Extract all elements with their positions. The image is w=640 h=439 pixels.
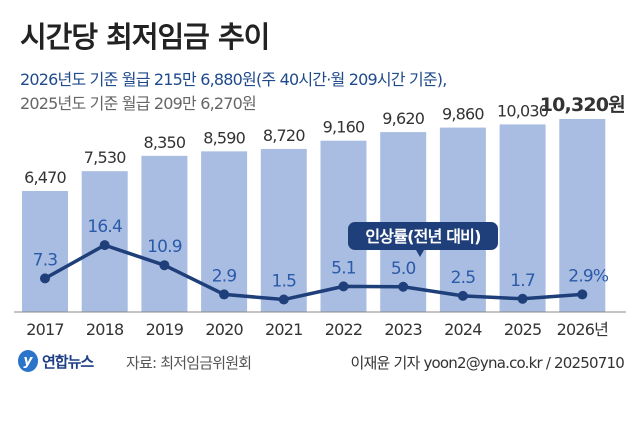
logo-text: 연합뉴스: [42, 352, 94, 371]
bar-value-label: 10,030: [497, 101, 549, 120]
bar-value-label: 9,620: [382, 109, 424, 128]
rate-label: 1.5: [271, 272, 296, 292]
rate-label: 16.4: [87, 217, 122, 237]
rate-point: [338, 281, 349, 292]
bar: [439, 127, 486, 312]
rate-label: 5.1: [331, 258, 356, 278]
bar: [260, 148, 307, 312]
x-tick-label: 2022: [325, 320, 363, 339]
x-tick-label: 2019: [146, 320, 184, 339]
rate-point: [577, 289, 588, 300]
rate-label: 2.5: [451, 268, 476, 288]
bar-value-label: 9,860: [442, 105, 484, 124]
legend-bubble-pointer: [416, 250, 424, 257]
x-tick-label: 2024: [444, 320, 482, 339]
x-tick-label: 2023: [384, 320, 422, 339]
x-tick-label: 2026년: [557, 320, 609, 339]
x-tick-label: 2017: [26, 320, 64, 339]
rate-label: 2.9: [212, 266, 237, 286]
rate-label: 5.0: [391, 259, 416, 279]
rate-point: [398, 281, 409, 292]
logo-icon: y: [18, 350, 38, 372]
bar-value-label: 10,320원: [540, 94, 625, 116]
rate-point: [40, 273, 50, 284]
bar-value-label: 8,350: [143, 133, 185, 152]
legend-label: 인상률(전년 대비): [365, 227, 480, 246]
bar: [499, 124, 546, 312]
subtitle-2026: 2026년도 기준 월급 215만 6,880원(주 40시간·월 209시간 …: [20, 70, 447, 89]
rate-point: [278, 294, 289, 305]
x-tick-label: 2020: [205, 320, 243, 339]
source: 자료: 최저임금위원회: [126, 354, 252, 372]
x-tick-label: 2021: [265, 320, 303, 339]
rate-point: [517, 293, 528, 304]
bar: [22, 191, 68, 312]
rate-point: [159, 260, 170, 271]
rate-label: 10.9: [147, 237, 182, 257]
rate-point: [219, 289, 230, 300]
x-tick-label: 2025: [504, 320, 542, 339]
bar-value-label: 9,160: [323, 118, 365, 137]
bar-value-label: 8,720: [263, 126, 305, 145]
bar-value-label: 6,470: [24, 168, 66, 187]
rate-point: [99, 240, 110, 251]
legend-bubble: [348, 222, 498, 250]
bar-value-label: 8,590: [203, 128, 245, 147]
chart-title: 시간당 최저임금 추이: [20, 20, 270, 54]
x-tick-label: 2018: [86, 320, 124, 339]
credit: 이재윤 기자 yoon2@yna.co.kr / 20250710: [350, 354, 625, 372]
rate-label: 7.3: [33, 250, 58, 270]
rate-label: 1.7: [510, 271, 535, 291]
yonhap-logo: y 연합뉴스: [18, 350, 94, 372]
rate-label: 2.9%: [568, 266, 609, 286]
bar: [141, 155, 188, 312]
bar: [559, 119, 606, 312]
rate-point: [457, 290, 468, 301]
rate-line: [44, 243, 583, 302]
subtitle-2025: 2025년도 기준 월급 209만 6,270원: [20, 94, 257, 113]
bar-value-label: 7,530: [84, 148, 126, 167]
